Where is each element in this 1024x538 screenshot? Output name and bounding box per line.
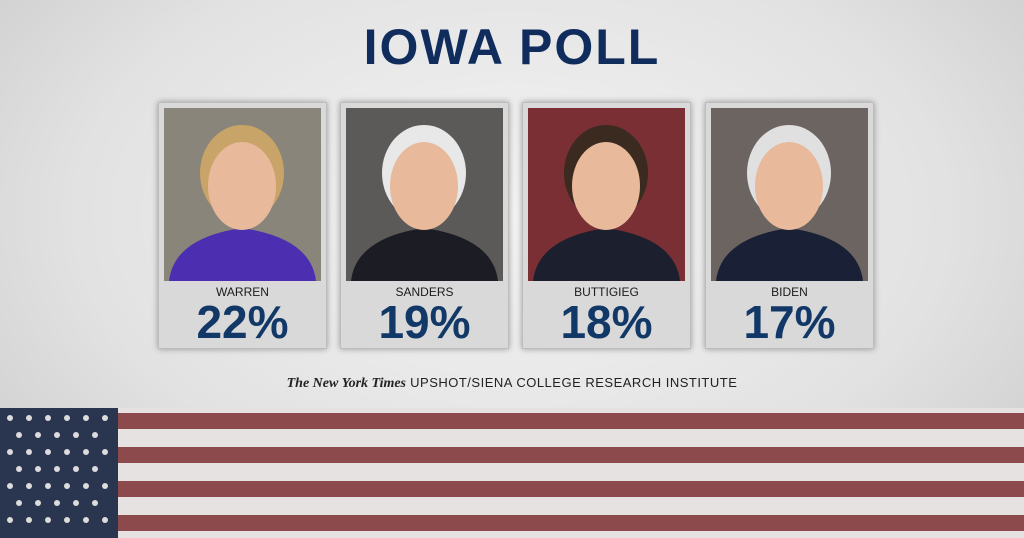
star xyxy=(45,415,51,421)
poll-percent: 18% xyxy=(560,296,653,348)
suit xyxy=(351,228,498,281)
candidate-name: BUTTIGIEG xyxy=(574,285,639,299)
candidate-name: BIDEN xyxy=(771,285,808,299)
source-text: UPSHOT/SIENA COLLEGE RESEARCH INSTITUTE xyxy=(410,375,738,390)
suit xyxy=(169,228,316,281)
photo xyxy=(164,108,321,281)
title: IOWA POLL xyxy=(363,19,661,75)
star xyxy=(7,449,13,455)
star xyxy=(73,500,79,506)
candidate-card: BUTTIGIEG 18% xyxy=(522,102,691,349)
star xyxy=(35,432,41,438)
star xyxy=(45,517,51,523)
photo xyxy=(528,108,685,281)
star xyxy=(83,449,89,455)
face xyxy=(208,142,276,230)
poll-percent: 22% xyxy=(196,296,289,348)
face xyxy=(572,142,640,230)
candidate-name: SANDERS xyxy=(395,285,454,299)
star xyxy=(7,483,13,489)
photo xyxy=(346,108,503,281)
star xyxy=(64,449,70,455)
star xyxy=(26,517,32,523)
star xyxy=(7,415,13,421)
star xyxy=(102,449,108,455)
star xyxy=(83,483,89,489)
star xyxy=(54,500,60,506)
star xyxy=(73,466,79,472)
star xyxy=(92,432,98,438)
photo xyxy=(711,108,868,281)
star xyxy=(45,483,51,489)
candidate-card: SANDERS 19% xyxy=(340,102,509,349)
star xyxy=(73,432,79,438)
source: The New York Times UPSHOT/SIENA COLLEGE … xyxy=(0,375,1024,392)
candidate-name: WARREN xyxy=(216,285,269,299)
star xyxy=(7,517,13,523)
star xyxy=(64,483,70,489)
face xyxy=(390,142,458,230)
star xyxy=(26,415,32,421)
star xyxy=(92,500,98,506)
candidate-card: BIDEN 17% xyxy=(705,102,874,349)
suit xyxy=(533,228,680,281)
star xyxy=(83,415,89,421)
star xyxy=(92,466,98,472)
star xyxy=(54,466,60,472)
star xyxy=(45,449,51,455)
poll-percent: 19% xyxy=(378,296,471,348)
face xyxy=(755,142,823,230)
star xyxy=(16,432,22,438)
star xyxy=(16,466,22,472)
poll-percent: 17% xyxy=(743,296,836,348)
star xyxy=(54,432,60,438)
candidate-card: WARREN 22% xyxy=(158,102,327,349)
star xyxy=(102,483,108,489)
star xyxy=(102,415,108,421)
star xyxy=(102,517,108,523)
star xyxy=(35,500,41,506)
star xyxy=(26,449,32,455)
star xyxy=(16,500,22,506)
star xyxy=(64,517,70,523)
star xyxy=(26,483,32,489)
star xyxy=(83,517,89,523)
suit xyxy=(716,228,863,281)
flag xyxy=(0,408,1024,538)
star xyxy=(64,415,70,421)
publisher: The New York Times xyxy=(286,376,407,391)
star xyxy=(35,466,41,472)
